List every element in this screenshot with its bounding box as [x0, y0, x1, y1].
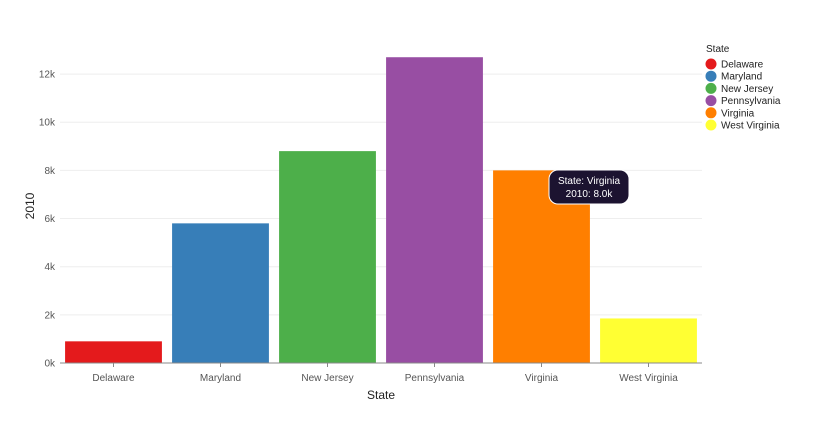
legend-title: State	[706, 44, 730, 55]
legend-label[interactable]: Virginia	[721, 108, 755, 119]
tooltip-line-2: 2010: 8.0k	[566, 189, 614, 200]
x-tick-label: New Jersey	[301, 373, 353, 384]
legend-label[interactable]: Delaware	[721, 60, 764, 71]
x-tick-label: Virginia	[525, 373, 559, 384]
y-tick-label: 4k	[44, 262, 56, 273]
tooltip-box	[548, 169, 630, 205]
x-axis: Delaware Maryland New Jersey Pennsylvania Vi…	[92, 363, 678, 384]
y-axis-title: 2010	[23, 192, 37, 219]
bar-delaware[interactable]	[65, 341, 162, 363]
x-tick-label: Delaware	[92, 373, 135, 384]
y-tick-label: 0k	[44, 359, 56, 370]
y-tick-label: 10k	[39, 118, 56, 129]
y-tick-label: 12k	[39, 70, 56, 81]
x-axis-title: State	[367, 388, 395, 402]
legend-label[interactable]: Maryland	[721, 72, 762, 83]
bar-maryland[interactable]	[172, 223, 269, 363]
x-tick-label: West Virginia	[619, 373, 678, 384]
tooltip: State: Virginia 2010: 8.0k	[548, 169, 630, 205]
legend-swatch	[705, 58, 717, 70]
tooltip-line-1: State: Virginia	[558, 176, 621, 187]
legend-label[interactable]: New Jersey	[721, 84, 773, 95]
legend-swatch	[705, 70, 717, 82]
x-tick-label: Pennsylvania	[405, 373, 465, 384]
legend-swatch	[705, 95, 717, 107]
y-tick-label: 2k	[44, 310, 56, 321]
bar-west-virginia[interactable]	[600, 318, 697, 363]
legend-swatch	[705, 107, 717, 119]
y-tick-label: 8k	[44, 166, 56, 177]
legend-swatch	[705, 119, 717, 131]
legend-label[interactable]: Pennsylvania	[721, 96, 781, 107]
y-axis: 0k 2k 4k 6k 8k 10k 12k	[39, 70, 56, 370]
x-tick-label: Maryland	[200, 373, 241, 384]
legend-swatch	[705, 82, 717, 94]
bars	[65, 57, 697, 363]
bar-pennsylvania[interactable]	[386, 57, 483, 363]
gridlines	[60, 73, 702, 316]
y-tick-label: 6k	[44, 214, 56, 225]
legend-label[interactable]: West Virginia	[721, 121, 780, 132]
bar-new-jersey[interactable]	[279, 151, 376, 363]
